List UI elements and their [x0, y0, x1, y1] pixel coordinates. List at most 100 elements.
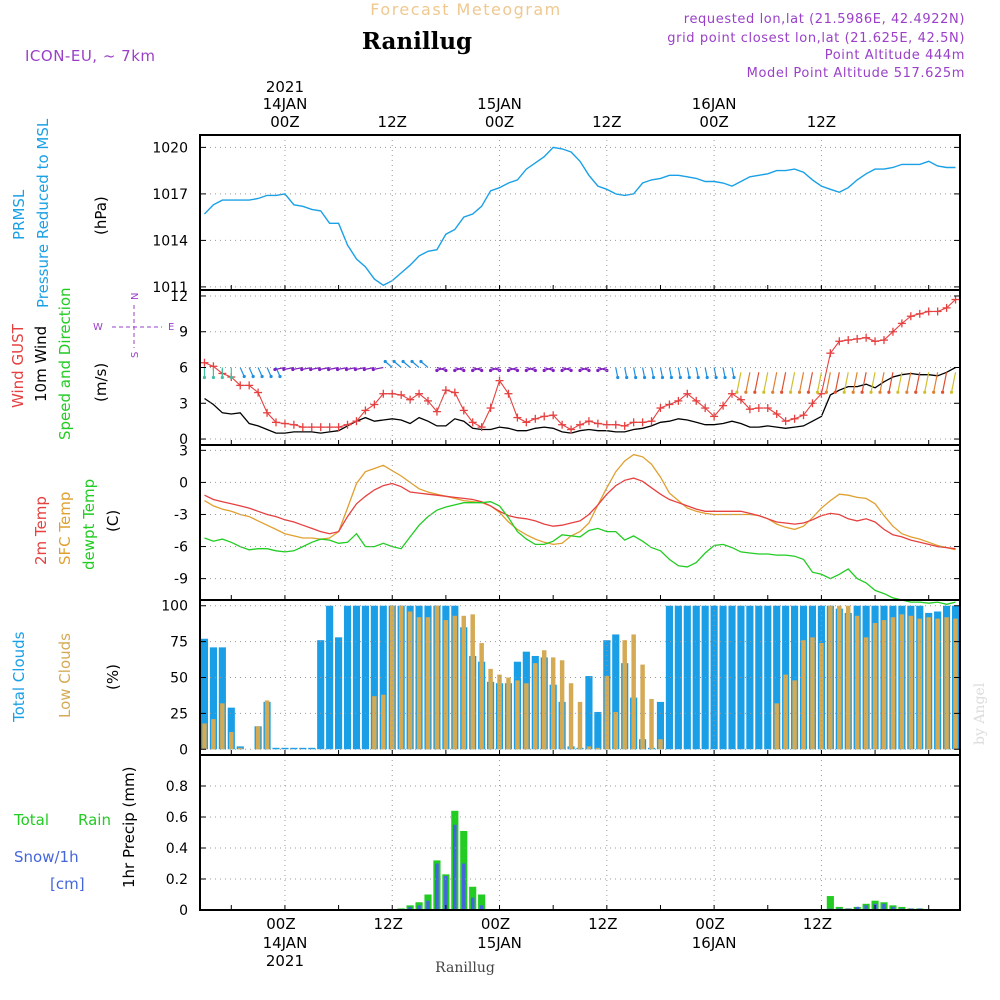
wind-arrow-head [488, 368, 493, 373]
wind-direction-arrow [364, 366, 375, 371]
panel-frame [199, 444, 961, 601]
low-cloud-bar [810, 637, 815, 750]
y-tick-label: 6 [179, 361, 188, 377]
low-cloud-bar [550, 657, 556, 750]
low-cloud-bar [613, 711, 618, 750]
bottom-date-label: 14JAN [263, 934, 308, 952]
wind-arrow-head [687, 375, 691, 380]
low-cloud-bar [846, 605, 851, 750]
wind-arrow-head [732, 375, 736, 380]
wind-direction-arrow [941, 372, 948, 393]
y-tick-label: 3 [179, 396, 188, 412]
wind-arrow-head [815, 390, 820, 394]
y-tick-label: 0 [179, 475, 188, 491]
compass-north: N [130, 293, 141, 300]
y-tick-label: 25 [170, 706, 188, 722]
low-cloud-bar [872, 622, 878, 750]
low-cloud-bar [238, 747, 243, 750]
wind-direction-arrow [659, 367, 664, 378]
wind-arrow-head [596, 368, 600, 373]
wind-arrow-head [634, 375, 638, 380]
low-cloud-bar [425, 617, 431, 750]
low-cloud-bar [542, 650, 547, 750]
wind-direction-arrow [668, 367, 673, 378]
total-cloud-bar [710, 605, 718, 750]
low-cloud-bar [524, 683, 529, 750]
y-tick-label: 0.4 [166, 841, 188, 857]
total-cloud-bar [379, 605, 387, 750]
wind-direction-arrow [807, 372, 814, 393]
snow-bar [470, 897, 475, 910]
wind-arrow-head [202, 375, 207, 380]
wind-arrow-head [824, 390, 828, 394]
top-hour-label: 00Z [485, 113, 514, 131]
top-hour-label: 12Z [592, 113, 621, 131]
wind-direction-arrow [695, 367, 699, 378]
temp-labels: 2m Temp SFC Temp dewpt Temp (C) [32, 479, 122, 570]
wind-arrow-head [471, 368, 475, 373]
low-cloud-bar [211, 719, 216, 750]
total-cloud-bar [308, 747, 316, 750]
top-date-label: 16JAN [692, 95, 737, 113]
precip-label-cm: [cm] [50, 875, 85, 893]
top-hour-label: 12Z [378, 113, 407, 131]
panel-frame [199, 134, 961, 291]
wind-arrow-head [462, 368, 466, 373]
low-cloud-bar [854, 615, 860, 750]
rain-bar [478, 894, 486, 910]
y-tick-label: 9 [179, 325, 188, 341]
y-tick-label: -3 [174, 507, 188, 523]
low-cloud-bar [881, 620, 887, 750]
wind-direction-arrow [248, 367, 254, 377]
y-tick-label: -9 [174, 572, 188, 588]
low-cloud-bar [640, 664, 645, 750]
wind-speed-line [204, 366, 956, 434]
wind-arrow-head [392, 359, 396, 364]
snow-bar [444, 875, 448, 910]
wind-arrow-head [300, 367, 304, 372]
wind-direction-arrow [816, 372, 823, 393]
low-cloud-bar [890, 617, 896, 750]
total-cloud-bar [683, 605, 691, 750]
low-cloud-bar [434, 605, 440, 750]
total-cloud-bar [594, 711, 602, 750]
wind-arrow-head [419, 359, 423, 364]
low-cloud-bar [398, 605, 404, 750]
y-tick-label: 0 [179, 903, 188, 919]
watermark: by Angel [972, 682, 988, 745]
wind-arrow-head [453, 368, 457, 373]
total-cloud-bar [719, 605, 727, 750]
wind-arrow-head [542, 368, 546, 373]
wind-arrow-head [242, 374, 246, 379]
low-cloud-bar [631, 634, 636, 750]
wind-arrow-head [842, 390, 846, 394]
wind-arrow-head [780, 390, 784, 394]
wind-direction-arrow [843, 372, 849, 393]
low-cloud-bar [908, 615, 914, 750]
wind-direction-arrow [346, 366, 357, 371]
y-tick-label: 0.8 [166, 779, 188, 795]
wind-arrow-head [551, 368, 555, 373]
footer-station: Ranillug [435, 960, 495, 976]
wind-arrow-head [625, 375, 629, 380]
wind-direction-arrow [745, 372, 751, 393]
total-cloud-bar [370, 605, 378, 750]
wind-direction-arrow [650, 367, 655, 378]
low-cloud-bar [381, 694, 386, 750]
wind-arrow-head [383, 359, 387, 364]
temp-unit: (C) [104, 510, 122, 532]
snow-bar [417, 905, 421, 910]
wind-direction-arrow [722, 367, 726, 378]
snow-bar [855, 906, 859, 910]
low-cloud-bar [479, 643, 484, 750]
low-cloud-bar [229, 732, 234, 750]
wind-arrow-head [762, 390, 766, 394]
total-cloud-bar [674, 605, 682, 750]
wind-arrow-head [878, 390, 882, 394]
wind-direction-arrow [825, 372, 831, 393]
wind-labels: Wind GUST 10m Wind Speed and Direction (… [9, 287, 174, 440]
y-tick-label: 3 [179, 443, 188, 459]
snow-bar [453, 824, 457, 910]
wind-arrow-head [651, 375, 656, 380]
wind-arrow-head [578, 368, 582, 373]
